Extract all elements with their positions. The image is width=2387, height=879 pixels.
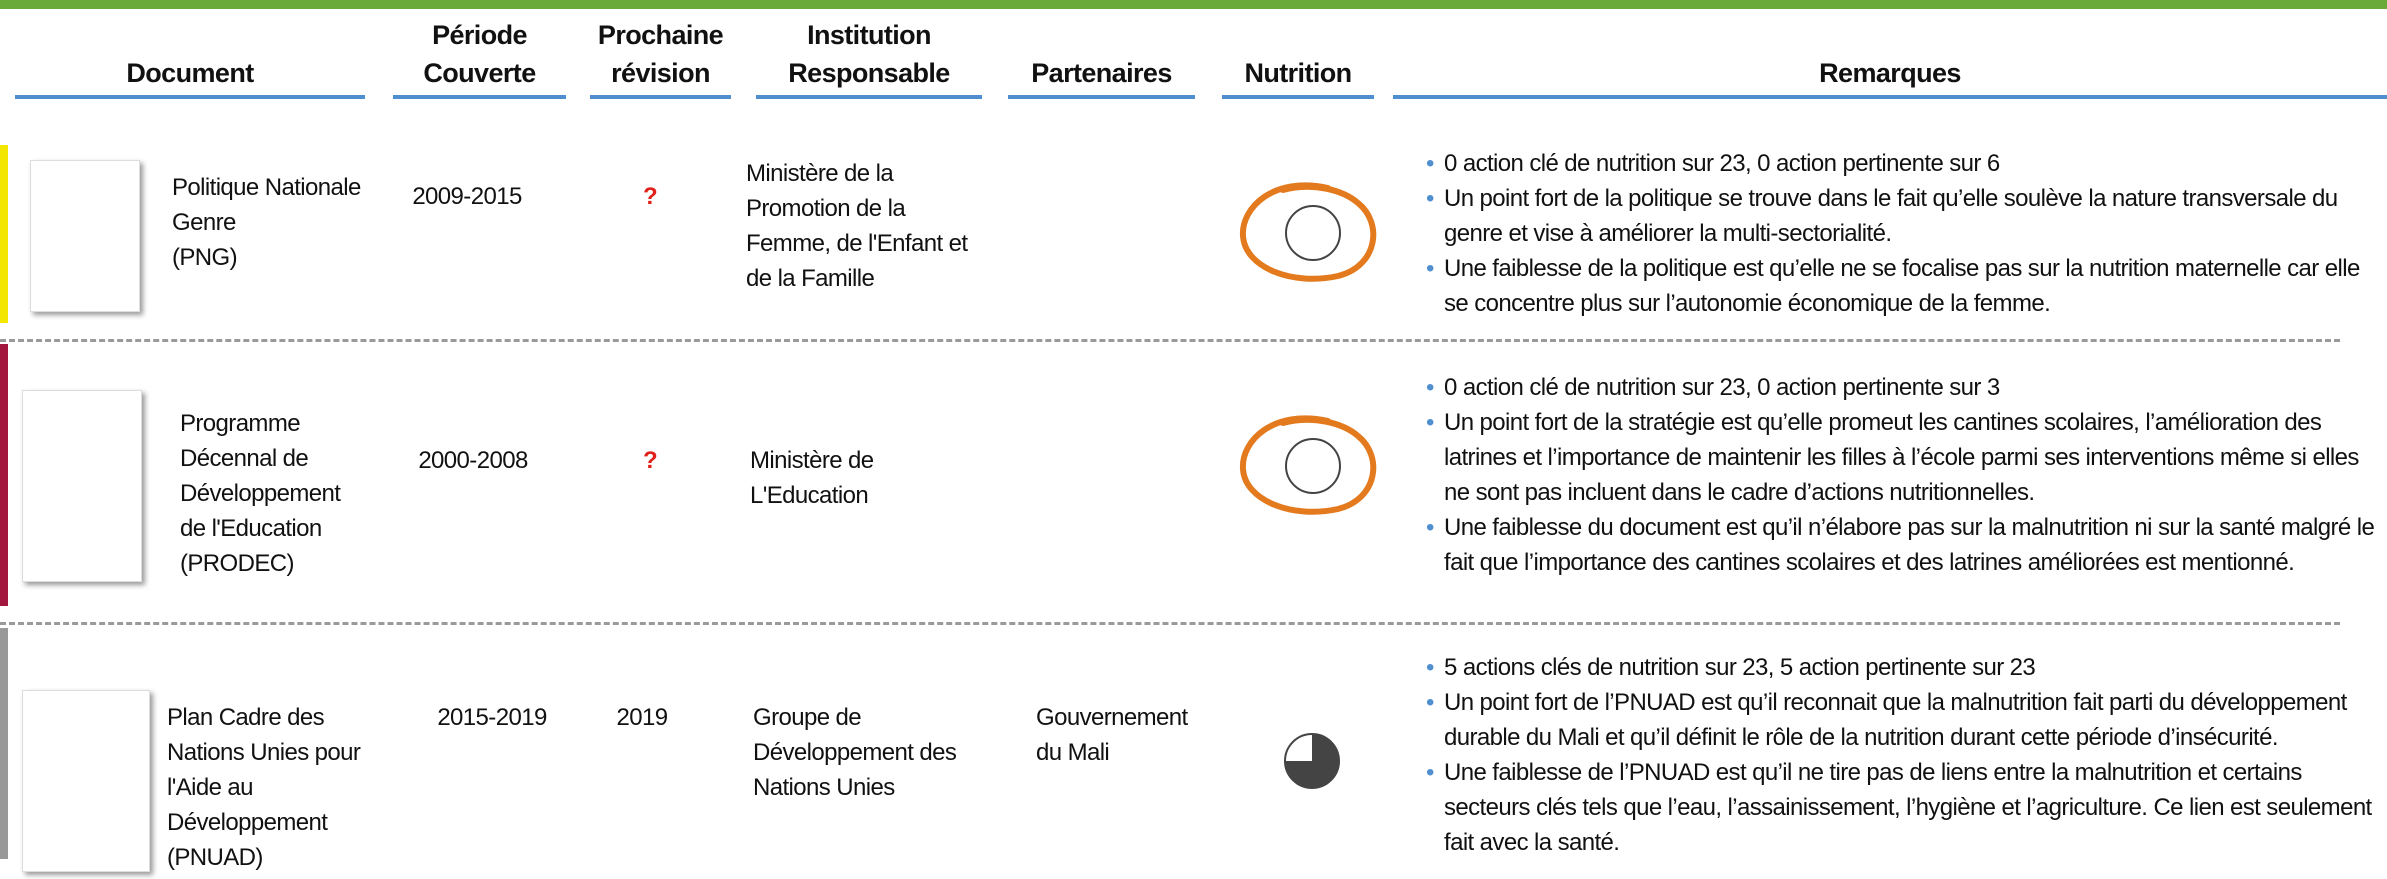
document-line: Plan Cadre des <box>167 704 325 731</box>
header-line: Couverte <box>423 58 536 88</box>
remark: Un point fort de la politique se trouve … <box>1426 181 2376 251</box>
remark: Une faiblesse de la politique est qu’ell… <box>1426 251 2376 321</box>
row-separator <box>0 622 2340 625</box>
nutrition-ball <box>1285 438 1341 494</box>
document-line: Développement <box>180 480 341 507</box>
period: 2015-2019 <box>437 704 547 731</box>
partners: Gouvernement du Mali <box>1036 704 1188 766</box>
document-line: Développement <box>167 809 328 836</box>
column-header: Remarques <box>1393 54 2387 92</box>
header-line: Partenaires <box>1031 58 1172 88</box>
period: 2009-2015 <box>412 183 522 210</box>
document-line: de l'Education <box>180 515 322 542</box>
highlight-swirl <box>1239 182 1377 282</box>
document-thumbnail <box>22 390 142 582</box>
revision: ? <box>642 447 658 474</box>
document-line: Décennal de <box>180 445 309 472</box>
column-header: Période Couverte <box>393 16 566 92</box>
institution: Ministère de L'Education <box>750 447 874 509</box>
remark: Une faiblesse de l’PNUAD est qu’il ne ti… <box>1426 755 2376 860</box>
row-marker <box>0 628 8 859</box>
remarks: 0 action clé de nutrition sur 23, 0 acti… <box>1426 146 2376 321</box>
period: 2000-2008 <box>418 447 528 474</box>
row-marker <box>0 344 8 606</box>
nutrition-indicator <box>1284 733 1340 789</box>
document-line: (PNG) <box>172 244 238 271</box>
header-underline <box>1393 95 2387 99</box>
nutrition-indicator <box>1239 182 1377 282</box>
remark: 5 actions clés de nutrition sur 23, 5 ac… <box>1426 650 2376 685</box>
document-line: l'Aide au <box>167 774 254 801</box>
remark: Un point fort de la stratégie est qu’ell… <box>1426 405 2376 510</box>
header-underline <box>15 95 365 99</box>
header-underline <box>590 95 731 99</box>
header-line: Nutrition <box>1244 58 1352 88</box>
header-underline <box>393 95 566 99</box>
header-line: Responsable <box>788 58 950 88</box>
remarks: 0 action clé de nutrition sur 23, 0 acti… <box>1426 370 2376 580</box>
remark: 0 action clé de nutrition sur 23, 0 acti… <box>1426 146 2376 181</box>
document-name: Programme Décennal de Développement de l'Ed… <box>180 406 341 581</box>
document-line: (PRODEC) <box>180 550 294 577</box>
header-underline <box>756 95 982 99</box>
institution: Groupe de Développement des Nations Unie… <box>753 704 957 801</box>
remark: 0 action clé de nutrition sur 23, 0 acti… <box>1426 370 2376 405</box>
top-bar <box>0 0 2387 9</box>
document-line: Genre <box>172 209 236 236</box>
header-line: Document <box>126 58 254 88</box>
column-header: Prochaine révision <box>590 16 731 92</box>
remarks: 5 actions clés de nutrition sur 23, 5 ac… <box>1426 650 2376 860</box>
document-thumbnail <box>22 690 150 872</box>
header-line: Prochaine <box>597 20 724 50</box>
row-separator <box>0 339 2340 342</box>
header-line: révision <box>611 58 710 88</box>
column-header: Institution Responsable <box>756 16 982 92</box>
header-line: Institution <box>807 20 931 50</box>
revision: ? <box>642 183 658 210</box>
row-marker <box>0 145 8 323</box>
remark: Une faiblesse du document est qu’il n’él… <box>1426 510 2376 580</box>
highlight-swirl <box>1239 415 1377 515</box>
column-header: Partenaires <box>1008 54 1195 92</box>
header-underline <box>1008 95 1195 99</box>
document-line: Programme <box>180 410 301 437</box>
document-line: (PNUAD) <box>167 844 263 871</box>
remark: Un point fort de l’PNUAD est qu’il recon… <box>1426 685 2376 755</box>
header-line: Remarques <box>1819 58 1961 88</box>
nutrition-ball <box>1285 205 1341 261</box>
column-header: Nutrition <box>1222 54 1374 92</box>
column-header: Document <box>15 54 365 92</box>
institution: Ministère de la Promotion de la Femme, d… <box>746 160 968 292</box>
document-thumbnail <box>30 160 140 312</box>
nutrition-fill <box>1285 734 1339 788</box>
header-underline <box>1222 95 1374 99</box>
document-line: Politique Nationale <box>172 174 361 201</box>
document-line: Nations Unies pour <box>167 739 361 766</box>
nutrition-indicator <box>1239 415 1377 515</box>
header-line: Période <box>432 20 527 50</box>
document-name: Politique Nationale Genre (PNG) <box>172 170 361 275</box>
revision: 2019 <box>616 704 669 731</box>
document-name: Plan Cadre des Nations Unies pour l'Aide a… <box>167 700 361 875</box>
